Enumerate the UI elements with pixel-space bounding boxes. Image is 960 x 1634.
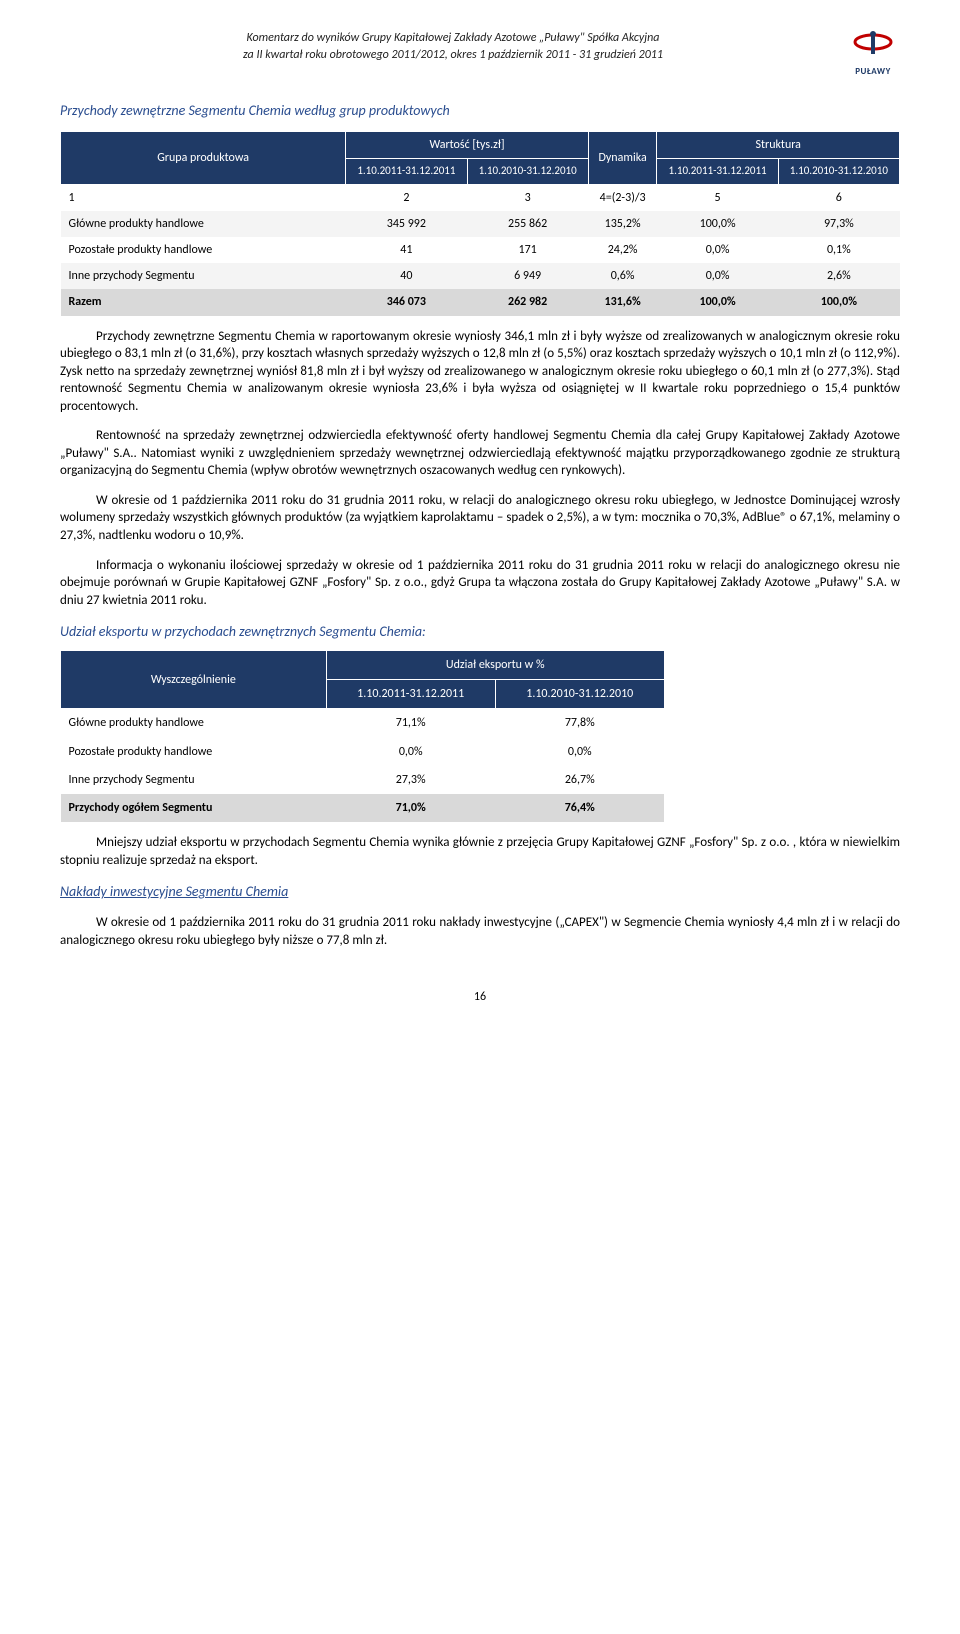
paragraph-4: Informacja o wykonaniu ilościowej sprzed… [60,557,900,610]
cell-value: 71,0% [326,794,495,822]
cell-label: Razem [61,289,346,315]
table-row-total: Przychody ogółem Segmentu 71,0% 76,4% [61,794,665,822]
cell-value: 171 [467,237,588,263]
company-logo: PUŁAWY [846,30,900,78]
section-title-export: Udział eksportu w przychodach zewnętrzny… [60,623,900,642]
logo-icon [851,30,895,66]
table-row: Inne przychody Segmentu 40 6 949 0,6% 0,… [61,263,900,289]
cell-value: 40 [346,263,467,289]
cell-value: 97,3% [778,211,899,237]
th-period-2b: 1.10.2010-31.12.2010 [778,158,899,184]
cell-value: 100,0% [657,211,778,237]
cell-value: 262 982 [467,289,588,315]
section-title-capex: Nakłady inwestycyjne Segmentu Chemia [60,883,900,902]
logo-label: PUŁAWY [846,66,900,78]
cell-value: 26,7% [495,766,664,794]
cell-label: Pozostałe produkty handlowe [61,738,327,766]
table-row: Główne produkty handlowe 71,1% 77,8% [61,709,665,738]
header-line-2: za II kwartał roku obrotowego 2011/2012,… [60,47,846,64]
cell-value: 0,0% [657,237,778,263]
paragraph-2: Rentowność na sprzedaży zewnętrznej odzw… [60,427,900,480]
paragraph-3: W okresie od 1 października 2011 roku do… [60,492,900,545]
cell-label: Przychody ogółem Segmentu [61,794,327,822]
table-row-total: Razem 346 073 262 982 131,6% 100,0% 100,… [61,289,900,315]
cell-label: Inne przychody Segmentu [61,263,346,289]
th-spec: Wyszczególnienie [61,651,327,709]
th-structure: Struktura [657,131,900,158]
cell-value: 24,2% [588,237,657,263]
th-period-1: 1.10.2011-31.12.2011 [346,158,467,184]
cell-value: 100,0% [657,289,778,315]
cell-label: Inne przychody Segmentu [61,766,327,794]
paragraph-6: W okresie od 1 października 2011 roku do… [60,914,900,949]
colnum-5: 5 [657,184,778,211]
cell-value: 76,4% [495,794,664,822]
table-row: Główne produkty handlowe 345 992 255 862… [61,211,900,237]
paragraph-1: Przychody zewnętrzne Segmentu Chemia w r… [60,328,900,416]
cell-value: 2,6% [778,263,899,289]
cell-value: 131,6% [588,289,657,315]
table-row: Inne przychody Segmentu 27,3% 26,7% [61,766,665,794]
page-number: 16 [60,989,900,1005]
cell-value: 0,0% [495,738,664,766]
cell-value: 345 992 [346,211,467,237]
cell-value: 0,0% [657,263,778,289]
colnum-6: 6 [778,184,899,211]
cell-value: 41 [346,237,467,263]
th-export-share: Udział eksportu w % [326,651,664,680]
cell-value: 0,0% [326,738,495,766]
header-text: Komentarz do wyników Grupy Kapitałowej Z… [60,30,846,64]
colnum-1: 1 [61,184,346,211]
cell-value: 135,2% [588,211,657,237]
cell-value: 255 862 [467,211,588,237]
section-title-revenue: Przychody zewnętrzne Segmentu Chemia wed… [60,102,900,121]
cell-label: Pozostałe produkty handlowe [61,237,346,263]
paragraph-5: Mniejszy udział eksportu w przychodach S… [60,834,900,869]
page-header: Komentarz do wyników Grupy Kapitałowej Z… [60,30,900,78]
th-period-1: 1.10.2011-31.12.2011 [326,680,495,709]
cell-value: 27,3% [326,766,495,794]
cell-value: 0,6% [588,263,657,289]
header-line-1: Komentarz do wyników Grupy Kapitałowej Z… [60,30,846,47]
th-dynamics: Dynamika [588,131,657,184]
th-period-2: 1.10.2010-31.12.2010 [467,158,588,184]
cell-value: 0,1% [778,237,899,263]
th-period-2: 1.10.2010-31.12.2010 [495,680,664,709]
cell-value: 71,1% [326,709,495,738]
th-group: Grupa produktowa [61,131,346,184]
colnum-2: 2 [346,184,467,211]
cell-value: 346 073 [346,289,467,315]
cell-value: 77,8% [495,709,664,738]
table-row: Pozostałe produkty handlowe 41 171 24,2%… [61,237,900,263]
revenue-table: Grupa produktowa Wartość [tys.zł] Dynami… [60,131,900,316]
th-period-1b: 1.10.2011-31.12.2011 [657,158,778,184]
th-value: Wartość [tys.zł] [346,131,589,158]
export-table: Wyszczególnienie Udział eksportu w % 1.1… [60,650,665,822]
colnum-3: 3 [467,184,588,211]
cell-value: 100,0% [778,289,899,315]
table-row: Pozostałe produkty handlowe 0,0% 0,0% [61,738,665,766]
cell-label: Główne produkty handlowe [61,211,346,237]
colnum-4: 4=(2-3)/3 [588,184,657,211]
cell-label: Główne produkty handlowe [61,709,327,738]
cell-value: 6 949 [467,263,588,289]
